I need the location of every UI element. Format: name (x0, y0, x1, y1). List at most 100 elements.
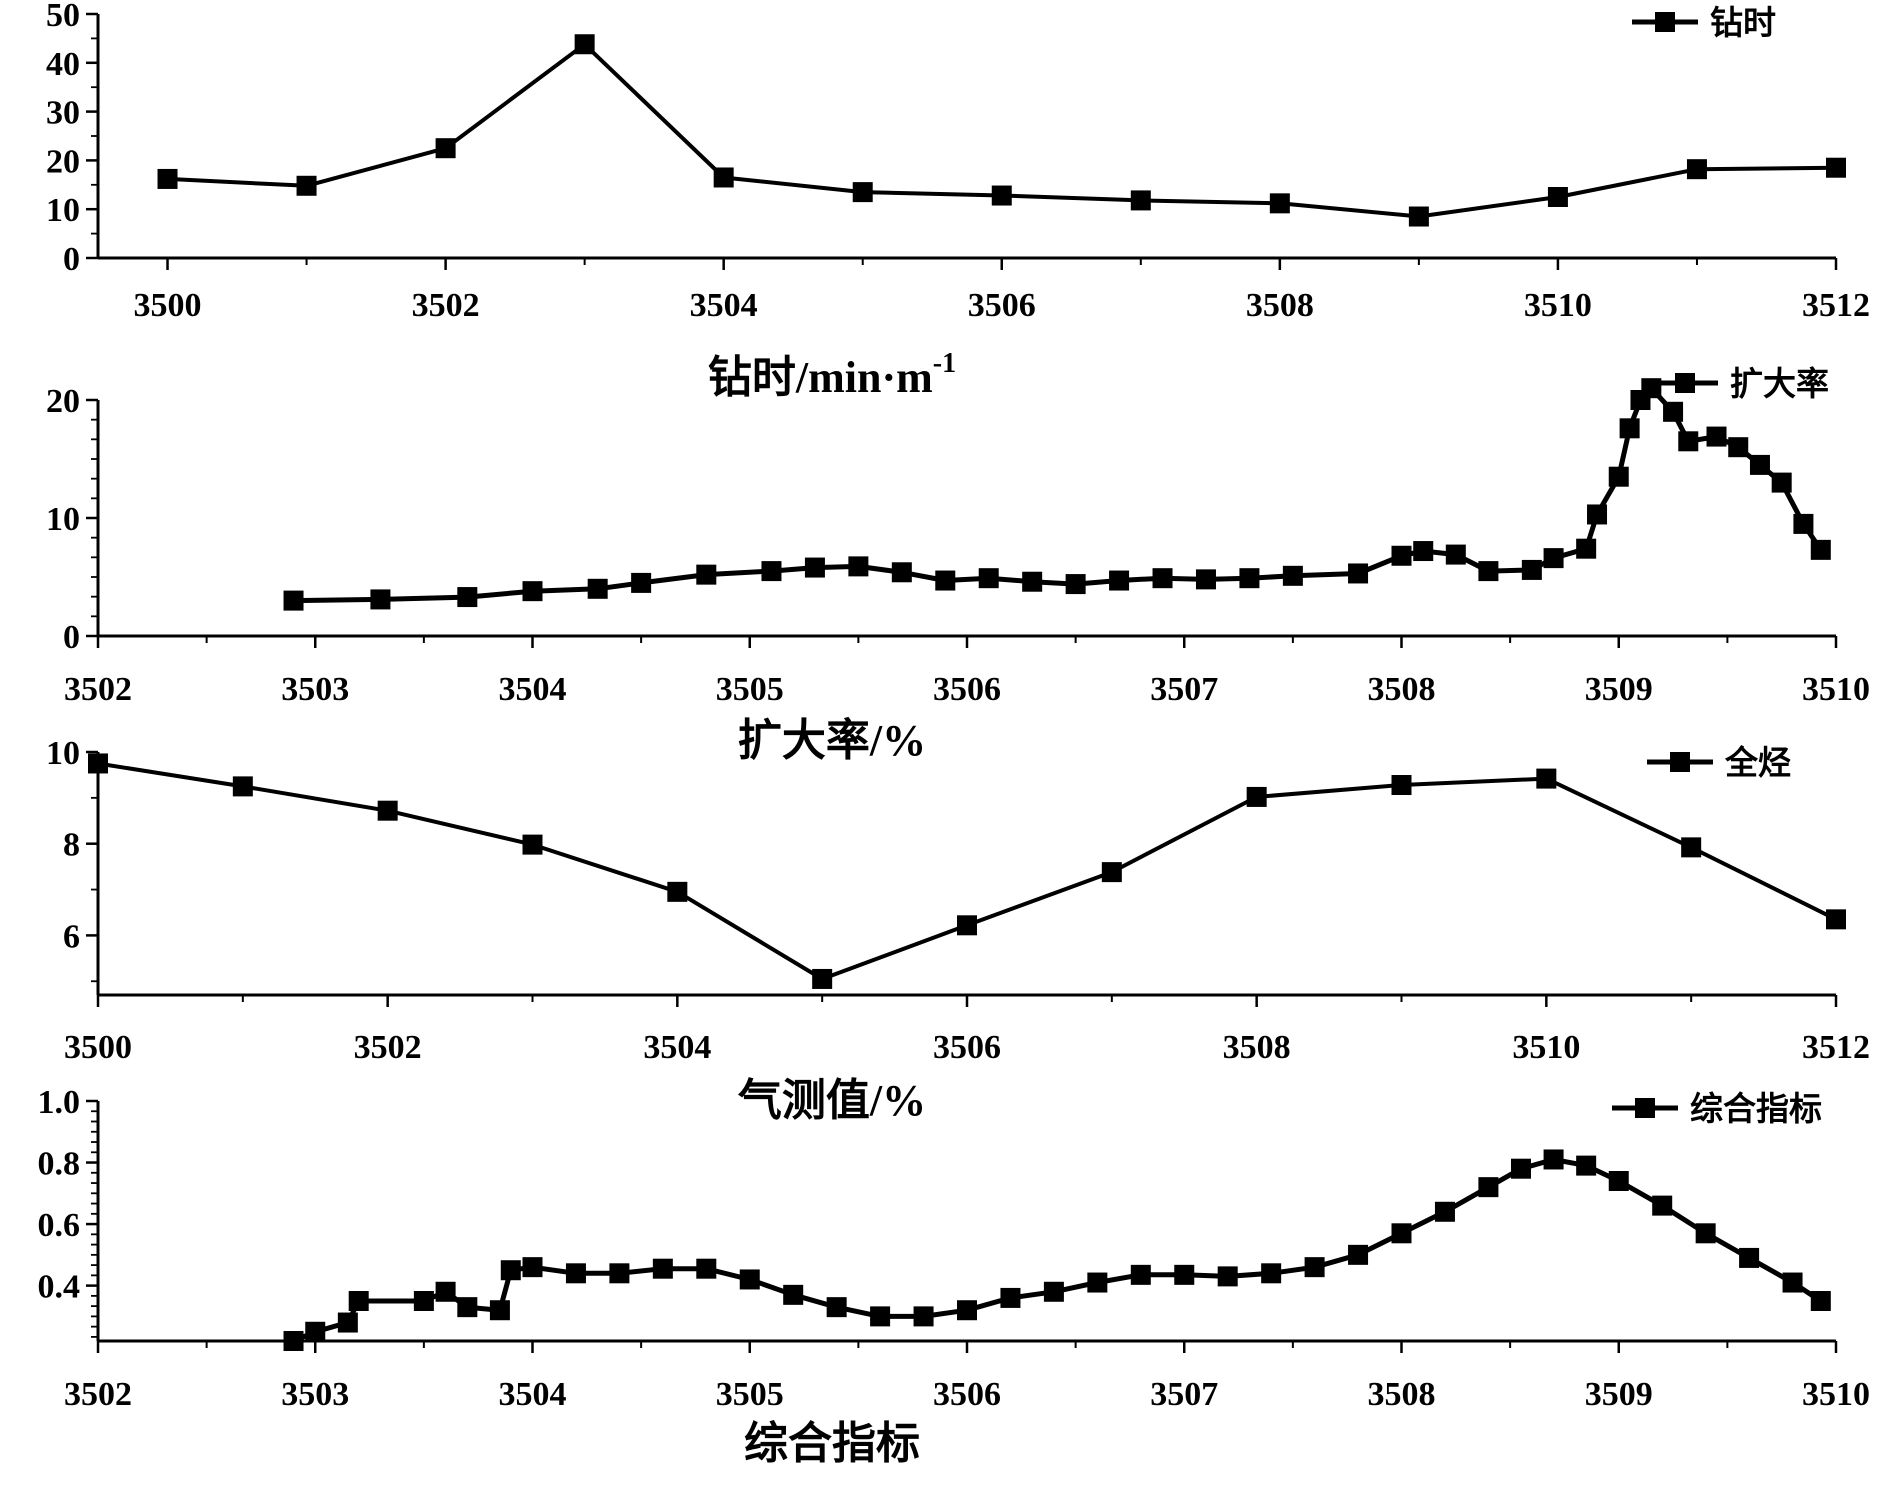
data-point (1269, 193, 1290, 214)
data-point (1576, 538, 1597, 559)
data-point (337, 1312, 358, 1333)
data-point (1348, 1244, 1369, 1265)
data-point (696, 1258, 717, 1279)
data-point (1543, 1149, 1564, 1170)
data-point (1810, 1291, 1831, 1311)
x-tick-label: 3510 (1802, 1376, 1870, 1413)
y-tick-label: 20 (46, 143, 80, 180)
data-point (1793, 513, 1814, 534)
data-point (1521, 559, 1542, 580)
data-point (1771, 472, 1792, 493)
data-point (667, 881, 688, 902)
x-tick-label: 3506 (933, 671, 1001, 708)
y-tick-label: 0.4 (38, 1269, 81, 1306)
x-tick-label: 3502 (354, 1029, 422, 1066)
y-tick-label: 10 (46, 735, 80, 772)
data-point (713, 167, 734, 188)
x-tick-label: 3512 (1802, 1029, 1870, 1066)
data-point (1608, 1171, 1629, 1191)
chart-panel-4: 3502 3503 3504 3505 3506 3507 3508 3509 3510 0.4 0… (38, 1084, 1871, 1468)
data-point (631, 572, 652, 593)
data-point (812, 968, 833, 989)
data-point (852, 182, 873, 203)
legend: 综合指标 (1612, 1091, 1822, 1128)
data-point (1391, 545, 1412, 566)
axis-title: 气测值/% (738, 1076, 926, 1125)
x-tick-label: 3505 (716, 671, 784, 708)
data-point (1065, 574, 1086, 595)
data-point (1408, 206, 1429, 227)
data-point (1619, 418, 1640, 439)
x-tick-label: 3512 (1802, 287, 1870, 324)
data-point (283, 590, 304, 611)
data-point (500, 1260, 521, 1281)
data-point (739, 1269, 760, 1290)
data-point (1547, 187, 1568, 207)
data-point (1445, 544, 1466, 565)
data-point (1000, 1287, 1021, 1308)
y-tick-label: 10 (46, 501, 80, 538)
x-tick-label: 3509 (1585, 1376, 1653, 1413)
x-tick-label: 3510 (1524, 287, 1592, 324)
data-point (1478, 1177, 1499, 1198)
data-point (1478, 561, 1499, 582)
axis-title: 钻时/min·m-1 (708, 348, 956, 402)
data-point (783, 1284, 804, 1305)
data-point (377, 800, 398, 821)
data-point (1174, 1264, 1195, 1285)
data-point (574, 34, 595, 55)
data-point (413, 1291, 434, 1311)
data-point (1739, 1247, 1760, 1268)
data-point (1536, 768, 1557, 789)
data-point (1239, 568, 1260, 589)
data-point (913, 1306, 934, 1327)
legend-label: 钻时 (1710, 5, 1776, 42)
x-tick-label: 3500 (64, 1029, 132, 1066)
x-tick-label: 3508 (1246, 287, 1314, 324)
y-tick-label: 40 (46, 46, 80, 83)
x-tick-label: 3509 (1585, 671, 1653, 708)
y-tick-label: 6 (63, 918, 80, 955)
data-point (348, 1291, 369, 1311)
x-tick-label: 3508 (1223, 1029, 1291, 1066)
x-tick-label: 3504 (690, 287, 758, 324)
x-tick-label: 3507 (1150, 1376, 1218, 1413)
data-point (870, 1306, 891, 1327)
x-tick-label: 3504 (499, 671, 567, 708)
data-point (804, 557, 825, 578)
data-point (522, 581, 543, 602)
y-tick-label: 50 (46, 0, 80, 34)
data-point (565, 1263, 586, 1284)
legend: 钻时 (1632, 5, 1776, 42)
y-tick-label: 1.0 (38, 1084, 81, 1121)
data-point (283, 1331, 304, 1351)
data-point (1810, 539, 1831, 560)
x-tick-label: 3505 (716, 1376, 784, 1413)
axis-title: 综合指标 (744, 1419, 920, 1468)
legend-marker (1655, 12, 1675, 32)
data-point (1587, 504, 1608, 525)
chart-panel-3: 3500 3502 3504 3506 3508 3510 3512 6 8 10 气测值/% 全烃 (46, 735, 1870, 1125)
data-point (1652, 1195, 1673, 1216)
data-point (652, 1258, 673, 1279)
y-tick-label: 0 (63, 241, 80, 278)
data-point (1782, 1272, 1803, 1293)
data-point (891, 562, 912, 583)
data-point (370, 589, 391, 610)
x-tick-label: 3504 (643, 1029, 711, 1066)
legend-label: 全烃 (1724, 744, 1791, 782)
data-point (696, 564, 717, 585)
chart-panel-2: 3502 3503 3504 3505 3506 3507 3508 3509 3510 0 10 2… (46, 366, 1870, 765)
data-point (1348, 563, 1369, 584)
data-point (1282, 565, 1303, 586)
legend-marker (1675, 373, 1695, 393)
data-point (1087, 1272, 1108, 1293)
y-tick-label: 0.8 (38, 1146, 81, 1183)
data-point (1130, 1264, 1151, 1285)
data-point (935, 570, 956, 591)
x-tick-label: 3510 (1512, 1029, 1580, 1066)
data-point (1101, 862, 1122, 883)
data-point (826, 1297, 847, 1318)
x-tick-label: 3510 (1802, 671, 1870, 708)
data-point (587, 578, 608, 599)
